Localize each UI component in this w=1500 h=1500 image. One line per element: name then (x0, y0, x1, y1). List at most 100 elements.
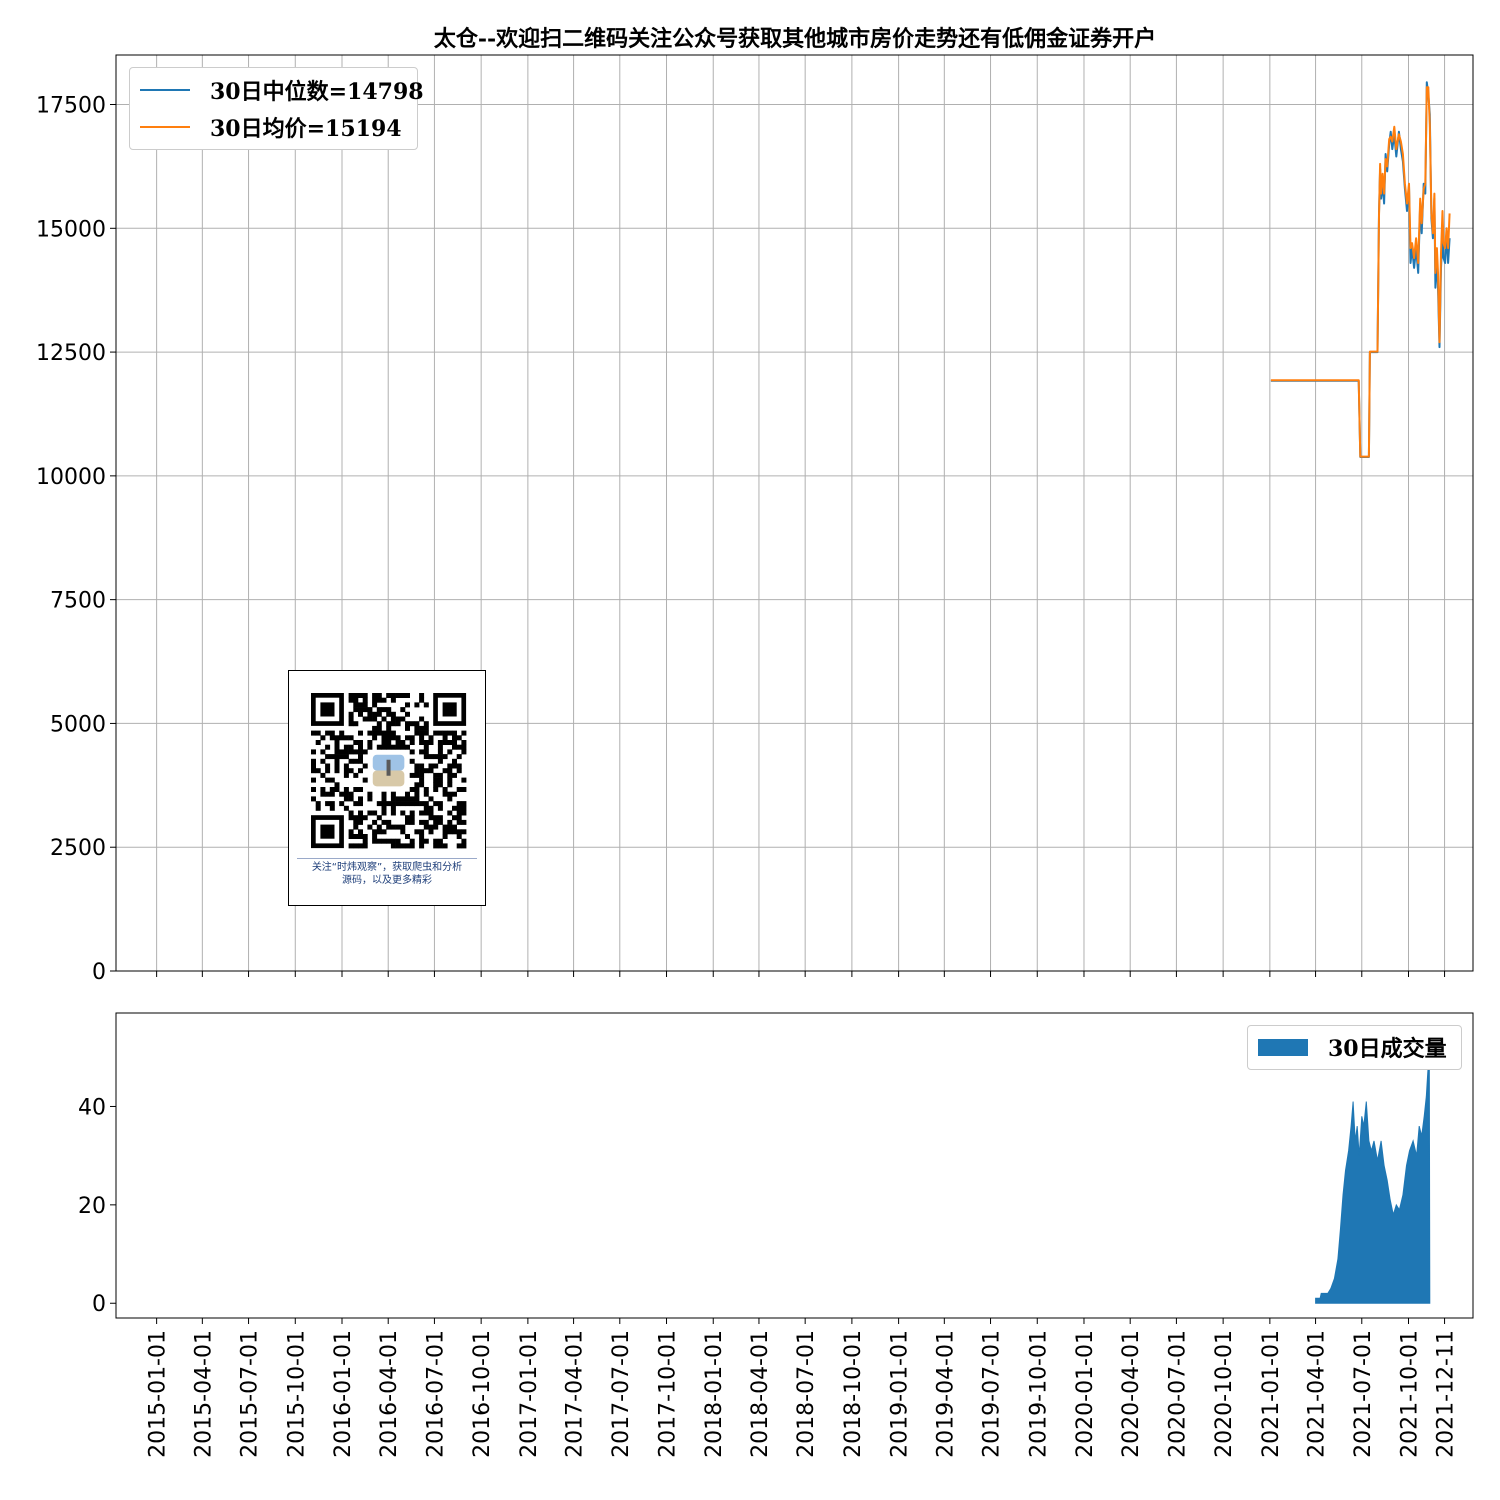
qr-module (419, 819, 425, 825)
qr-module (390, 730, 396, 736)
qr-module (405, 815, 410, 821)
qr-module (390, 744, 396, 750)
qr-module (320, 772, 326, 778)
qr-module (372, 702, 378, 708)
qr-module (339, 730, 345, 736)
top-x-axis (156, 971, 1446, 977)
qr-module (433, 763, 439, 769)
qr-module (419, 838, 425, 844)
qr-module (452, 805, 457, 811)
x-tick-label: 2015-04-01 (191, 1330, 216, 1458)
qr-module (433, 824, 439, 830)
qr-module (461, 805, 467, 811)
qr-module (339, 801, 345, 807)
qr-module (395, 721, 401, 727)
qr-module (390, 791, 396, 797)
qr-module (348, 815, 354, 821)
qr-module (334, 744, 340, 750)
qr-module (343, 763, 349, 769)
qr-module (386, 824, 392, 830)
top-plot-frame (115, 54, 1474, 972)
qr-module (437, 801, 443, 807)
qr-module (419, 782, 425, 788)
qr-module (334, 787, 340, 792)
qr-module (386, 735, 392, 741)
qr-module (376, 730, 382, 736)
qr-module (329, 801, 335, 807)
qr-module (395, 744, 401, 750)
qr-module (367, 730, 373, 736)
qr-module (358, 707, 363, 713)
qr-module (442, 768, 448, 774)
qr-module (348, 796, 354, 802)
qr-module (456, 787, 462, 792)
qr-module (437, 819, 443, 825)
y-tick-label: 12500 (36, 341, 106, 366)
qr-module (419, 716, 425, 722)
qr-module (442, 740, 448, 745)
qr-module (390, 735, 396, 741)
qr-module (442, 735, 448, 741)
qr-module (358, 810, 363, 816)
qr-module (437, 754, 443, 760)
qr-module (456, 735, 462, 741)
qr-module (423, 721, 429, 727)
qr-module (400, 801, 406, 807)
qr-module (334, 735, 340, 741)
qr-module (423, 754, 429, 760)
qr-module (372, 725, 378, 731)
qr-module (358, 768, 363, 774)
qr-code-image (311, 693, 467, 849)
qr-module (343, 805, 349, 811)
qr-module (311, 730, 316, 736)
qr-module (414, 829, 420, 835)
qr-module (395, 735, 401, 741)
qr-module (362, 843, 368, 849)
qr-module (358, 730, 363, 736)
qr-module (423, 768, 429, 774)
qr-module (381, 801, 387, 807)
qr-module (461, 749, 467, 755)
qr-module (452, 824, 457, 830)
qr-module (437, 744, 443, 750)
qr-module (353, 843, 359, 849)
qr-module (423, 805, 429, 811)
qr-module (339, 791, 345, 797)
qr-module (372, 711, 378, 717)
qr-module (452, 763, 457, 769)
qr-module (311, 763, 316, 769)
y-tick-label: 2500 (50, 836, 106, 861)
qr-module (325, 768, 331, 774)
qr-module (320, 749, 326, 755)
qr-module (447, 782, 453, 788)
x-tick-label: 2018-04-01 (748, 1330, 773, 1458)
legend-swatch-volume (1258, 1038, 1308, 1056)
qr-module (409, 721, 415, 727)
qr-module (414, 768, 420, 774)
bottom-panel-series (1315, 1052, 1431, 1304)
qr-module (329, 754, 335, 760)
qr-module (423, 838, 429, 844)
qr-module (405, 693, 410, 698)
qr-caption-line1: 关注“时炜观察”，获取爬虫和分析 (311, 862, 463, 873)
qr-module (447, 824, 453, 830)
qr-module (358, 819, 363, 825)
qr-finder (320, 702, 335, 717)
qr-module (353, 824, 359, 830)
qr-module (433, 819, 439, 825)
qr-module (456, 843, 462, 849)
qr-module (390, 801, 396, 807)
qr-module (452, 730, 457, 736)
qr-module (409, 815, 415, 821)
qr-module (372, 838, 378, 844)
qr-module (334, 768, 340, 774)
qr-module (376, 693, 382, 698)
qr-module (372, 735, 378, 741)
qr-module (395, 843, 401, 849)
qr-module (409, 796, 415, 802)
qr-module (348, 749, 354, 755)
qr-module (423, 791, 429, 797)
qr-module (343, 772, 349, 778)
x-tick-label: 2020-10-01 (1212, 1330, 1237, 1458)
